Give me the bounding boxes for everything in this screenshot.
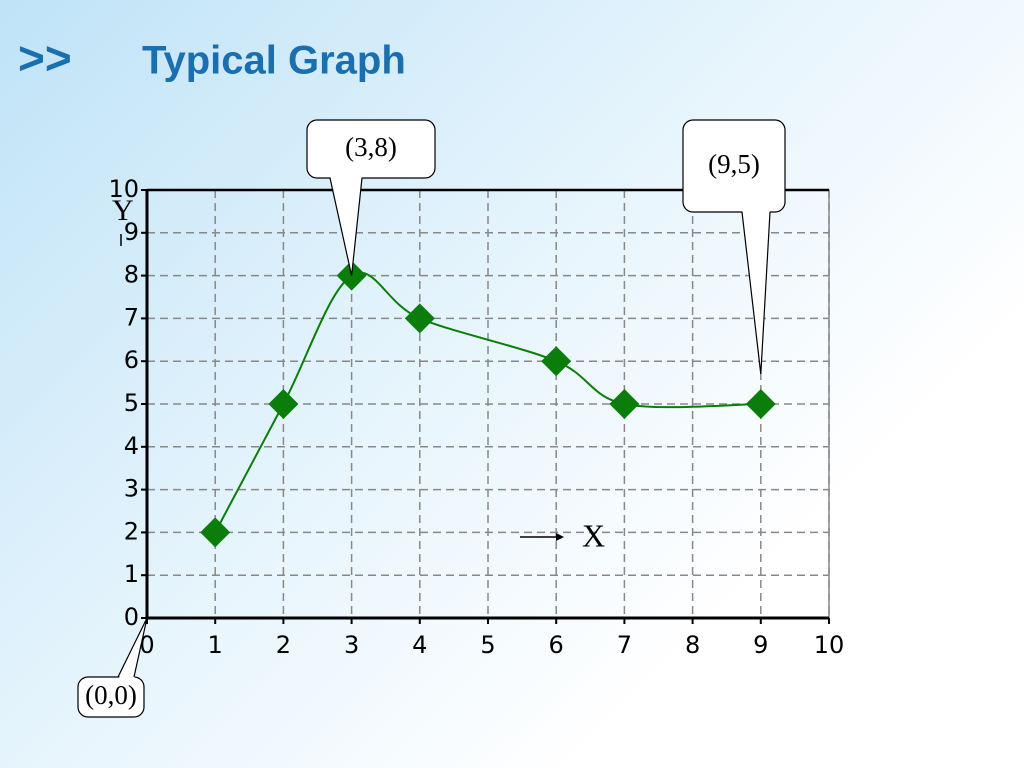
- data-point: [404, 303, 435, 334]
- y-axis-label: Y: [112, 194, 134, 227]
- annotation: (9,5): [708, 149, 760, 179]
- x-tick-label: 2: [276, 631, 291, 659]
- y-tick-label: 3: [124, 475, 139, 503]
- y-tick-label: 2: [124, 517, 139, 545]
- y-tick-label: 4: [124, 432, 139, 460]
- callout-tail-edge: [117, 617, 148, 678]
- annotation: (0,0): [85, 680, 137, 710]
- y-tick-label: 5: [124, 389, 139, 417]
- x-axis-label: X: [582, 517, 605, 553]
- x-tick-label: 6: [549, 631, 564, 659]
- callout-box: [306, 119, 436, 179]
- y-tick-label: 10: [108, 175, 139, 203]
- y-tick-label: 7: [124, 303, 139, 331]
- x-tick-label: 5: [480, 631, 495, 659]
- x-tick-label: 3: [344, 631, 359, 659]
- x-tick-label: 1: [208, 631, 223, 659]
- callout-box: [77, 676, 145, 718]
- x-tick-label: 7: [617, 631, 632, 659]
- slide-marker: >>: [18, 32, 72, 84]
- x-axis-arrowhead: [556, 533, 564, 541]
- x-tick-label: 10: [814, 631, 845, 659]
- data-point: [541, 346, 572, 377]
- callout-box: [682, 119, 786, 213]
- y-tick-label: 0: [124, 603, 139, 631]
- y-tick-label: 1: [124, 560, 139, 588]
- y-tick-label: 6: [124, 346, 139, 374]
- y-tick-label: 8: [124, 261, 139, 289]
- x-tick-label: 9: [753, 631, 768, 659]
- x-tick-label: 4: [412, 631, 427, 659]
- data-point: [268, 389, 299, 419]
- callout-tail-edge: [741, 211, 771, 375]
- y-tick-label: 9: [124, 218, 139, 246]
- data-point: [745, 389, 776, 419]
- chart-title: Typical Graph: [142, 39, 406, 83]
- callout-tail-edge: [329, 177, 363, 276]
- annotation: (3,8): [345, 132, 397, 162]
- data-point: [200, 517, 231, 548]
- x-tick-label: 8: [685, 631, 700, 659]
- data-point: [609, 389, 640, 419]
